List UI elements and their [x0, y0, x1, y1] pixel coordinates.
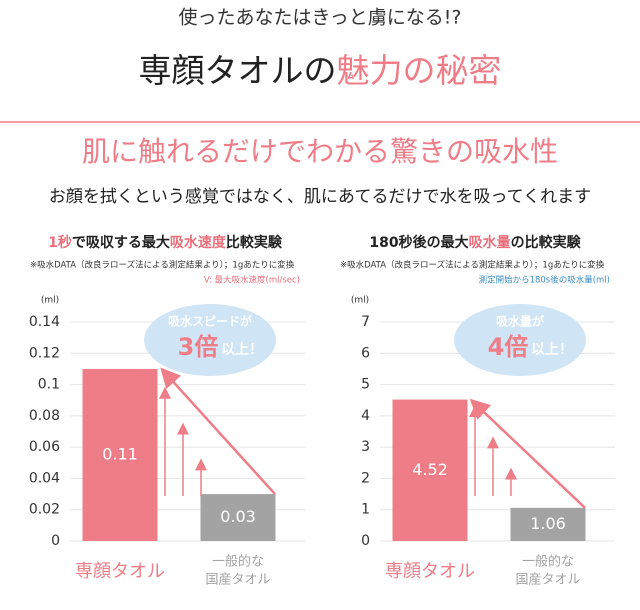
y-tick-label: 0.14 — [29, 314, 60, 330]
title-part: 比較実験 — [226, 234, 283, 251]
title-part: で吸収する最大 — [72, 234, 170, 251]
value-label: 1.06 — [530, 514, 566, 533]
banner: 肌に触れるだけでわかる驚きの吸水性 — [82, 135, 558, 168]
bar — [82, 368, 158, 541]
callout-big: 4倍 — [488, 333, 529, 361]
category-label: 一般的な — [522, 554, 574, 570]
value-label: 0.11 — [102, 444, 138, 463]
callout-big: 3倍 — [178, 333, 219, 361]
unit: (ml) — [41, 296, 59, 306]
title-main: 専顔タオルの — [139, 51, 337, 90]
title-part: の比較実験 — [511, 234, 582, 251]
bar — [200, 494, 276, 541]
callout-line: 吸水量が — [496, 314, 544, 329]
chart-title: 180秒後の最大吸水量の比較実験 — [369, 234, 581, 251]
callout-bubble — [144, 304, 276, 376]
y-tick-label: 7 — [361, 314, 370, 330]
title-part: 180秒後の最大 — [369, 234, 468, 251]
y-tick-label: 6 — [361, 345, 370, 361]
y-tick-label: 2 — [361, 470, 370, 486]
note: ※吸水DATA（改良ラローズ法による測定結果より）；1gあたりに変換 — [340, 260, 605, 271]
y-tick-label: 0.1 — [38, 377, 60, 393]
y-tick-label: 0.06 — [29, 439, 60, 455]
y-tick-label: 0.08 — [29, 408, 60, 424]
category-label: 専顔タオル — [385, 561, 475, 582]
category-label: 国産タオル — [515, 572, 580, 588]
y-tick-label: 0.02 — [29, 502, 60, 518]
note: ※吸水DATA（改良ラローズ法による測定結果より）；1gあたりに変換 — [30, 260, 295, 271]
bar — [510, 507, 586, 541]
unit: (ml) — [351, 296, 369, 306]
callout-line: 以上！ — [221, 342, 263, 358]
title-part: 吸水量 — [469, 234, 511, 251]
value-label: 4.52 — [412, 460, 448, 479]
y-tick-label: 5 — [361, 377, 370, 393]
y-tick-label: 3 — [361, 439, 370, 455]
bar — [392, 399, 468, 541]
main-title: 専顔タオルの魅力の秘密 — [139, 51, 502, 90]
category-label: 専顔タオル — [75, 561, 165, 582]
y-tick-label: 0 — [361, 533, 370, 549]
chart-title: 1秒で吸収する最大吸水速度比較実験 — [48, 234, 283, 251]
y-tick-label: 0.12 — [29, 345, 60, 361]
value-label: 0.03 — [220, 507, 256, 526]
y-tick-label: 0.04 — [29, 470, 60, 486]
legend-note: V: 最大吸水速度(ml/sec) — [204, 275, 300, 286]
y-tick-label: 1 — [361, 502, 370, 518]
category-label: 一般的な — [212, 554, 264, 570]
lead: 使ったあなたはきっと虜になる!? — [179, 7, 462, 29]
callout-bubble — [454, 304, 586, 376]
arrow — [469, 398, 586, 509]
subtitle: お顔を拭くという感覚ではなく、肌にあてるだけで水を吸ってくれます — [49, 187, 591, 207]
category-label: 国産タオル — [205, 572, 270, 588]
callout-line: 吸水スピードが — [168, 314, 252, 329]
legend-note: 測定開始から180s後の吸水量(ml) — [479, 275, 610, 286]
title-part: 1秒 — [48, 234, 72, 251]
callout-line: 以上！ — [531, 342, 573, 358]
title-part: 吸水速度 — [170, 234, 227, 251]
y-tick-label: 0 — [51, 533, 60, 549]
title-accent: 魅力の秘密 — [337, 51, 502, 90]
arrow — [160, 367, 276, 495]
y-tick-label: 4 — [361, 408, 370, 424]
